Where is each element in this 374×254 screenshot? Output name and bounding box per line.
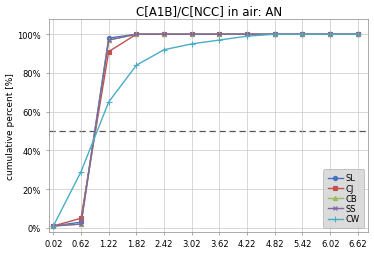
CW bbox=[51, 225, 56, 228]
SL bbox=[356, 34, 360, 37]
CW bbox=[245, 36, 249, 39]
CW bbox=[328, 34, 332, 37]
SL bbox=[134, 34, 139, 37]
CJ bbox=[134, 34, 139, 37]
CB bbox=[190, 34, 194, 37]
SS bbox=[300, 34, 305, 37]
CB bbox=[245, 34, 249, 37]
Legend: SL, CJ, CB, SS, CW: SL, CJ, CB, SS, CW bbox=[324, 170, 364, 228]
CW bbox=[79, 170, 83, 173]
CB bbox=[356, 34, 360, 37]
CB bbox=[107, 39, 111, 42]
SL bbox=[190, 34, 194, 37]
CB bbox=[300, 34, 305, 37]
Line: SL: SL bbox=[51, 33, 360, 228]
CJ bbox=[217, 34, 222, 37]
CB bbox=[79, 223, 83, 226]
SS bbox=[245, 34, 249, 37]
CB bbox=[273, 34, 277, 37]
SL bbox=[300, 34, 305, 37]
CB bbox=[134, 34, 139, 37]
CW bbox=[273, 34, 277, 37]
SL bbox=[162, 34, 166, 37]
CJ bbox=[51, 225, 56, 228]
SS bbox=[328, 34, 332, 37]
SS bbox=[190, 34, 194, 37]
CB bbox=[217, 34, 222, 37]
CJ bbox=[162, 34, 166, 37]
Line: CJ: CJ bbox=[51, 33, 360, 228]
CJ bbox=[273, 34, 277, 37]
SL bbox=[217, 34, 222, 37]
SS bbox=[134, 34, 139, 37]
SL bbox=[328, 34, 332, 37]
CJ bbox=[300, 34, 305, 37]
SL bbox=[79, 221, 83, 224]
SL bbox=[273, 34, 277, 37]
Title: C[A1B]/C[NCC] in air: AN: C[A1B]/C[NCC] in air: AN bbox=[135, 6, 282, 19]
SL bbox=[51, 225, 56, 228]
CJ bbox=[356, 34, 360, 37]
CW bbox=[134, 65, 139, 68]
CW bbox=[356, 34, 360, 37]
CJ bbox=[190, 34, 194, 37]
CW bbox=[217, 39, 222, 42]
SL bbox=[107, 37, 111, 40]
Line: SS: SS bbox=[51, 33, 360, 228]
SS bbox=[356, 34, 360, 37]
CW bbox=[107, 101, 111, 104]
Line: CB: CB bbox=[51, 33, 360, 228]
CJ bbox=[245, 34, 249, 37]
CB bbox=[51, 225, 56, 228]
SS bbox=[51, 225, 56, 228]
SS bbox=[273, 34, 277, 37]
CJ bbox=[328, 34, 332, 37]
SS bbox=[107, 39, 111, 42]
SL bbox=[245, 34, 249, 37]
CB bbox=[162, 34, 166, 37]
SS bbox=[162, 34, 166, 37]
CW bbox=[190, 43, 194, 46]
SS bbox=[79, 223, 83, 226]
CW bbox=[162, 49, 166, 52]
SS bbox=[217, 34, 222, 37]
CW bbox=[300, 34, 305, 37]
CJ bbox=[107, 51, 111, 54]
CJ bbox=[79, 217, 83, 220]
Line: CW: CW bbox=[50, 32, 361, 229]
CB bbox=[328, 34, 332, 37]
Y-axis label: cumulative percent [%]: cumulative percent [%] bbox=[6, 73, 15, 179]
